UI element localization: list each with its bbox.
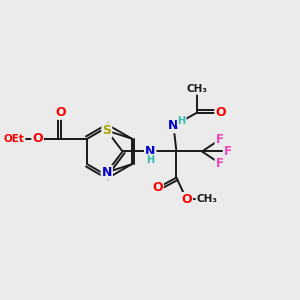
Text: F: F [215,157,223,169]
Text: O: O [32,132,43,145]
Text: H: H [178,116,186,126]
Text: O: O [56,106,66,119]
Text: CH₃: CH₃ [196,194,218,205]
Text: N: N [168,119,179,132]
Text: CH₃: CH₃ [186,84,207,94]
Text: N: N [102,166,112,179]
Text: S: S [102,124,111,137]
Text: F: F [215,133,223,146]
Text: H: H [146,154,154,165]
Text: F: F [224,145,232,158]
Text: N: N [145,145,155,158]
Text: O: O [215,106,226,119]
Text: O: O [152,181,163,194]
Text: OEt: OEt [4,134,25,144]
Text: O: O [181,193,192,206]
